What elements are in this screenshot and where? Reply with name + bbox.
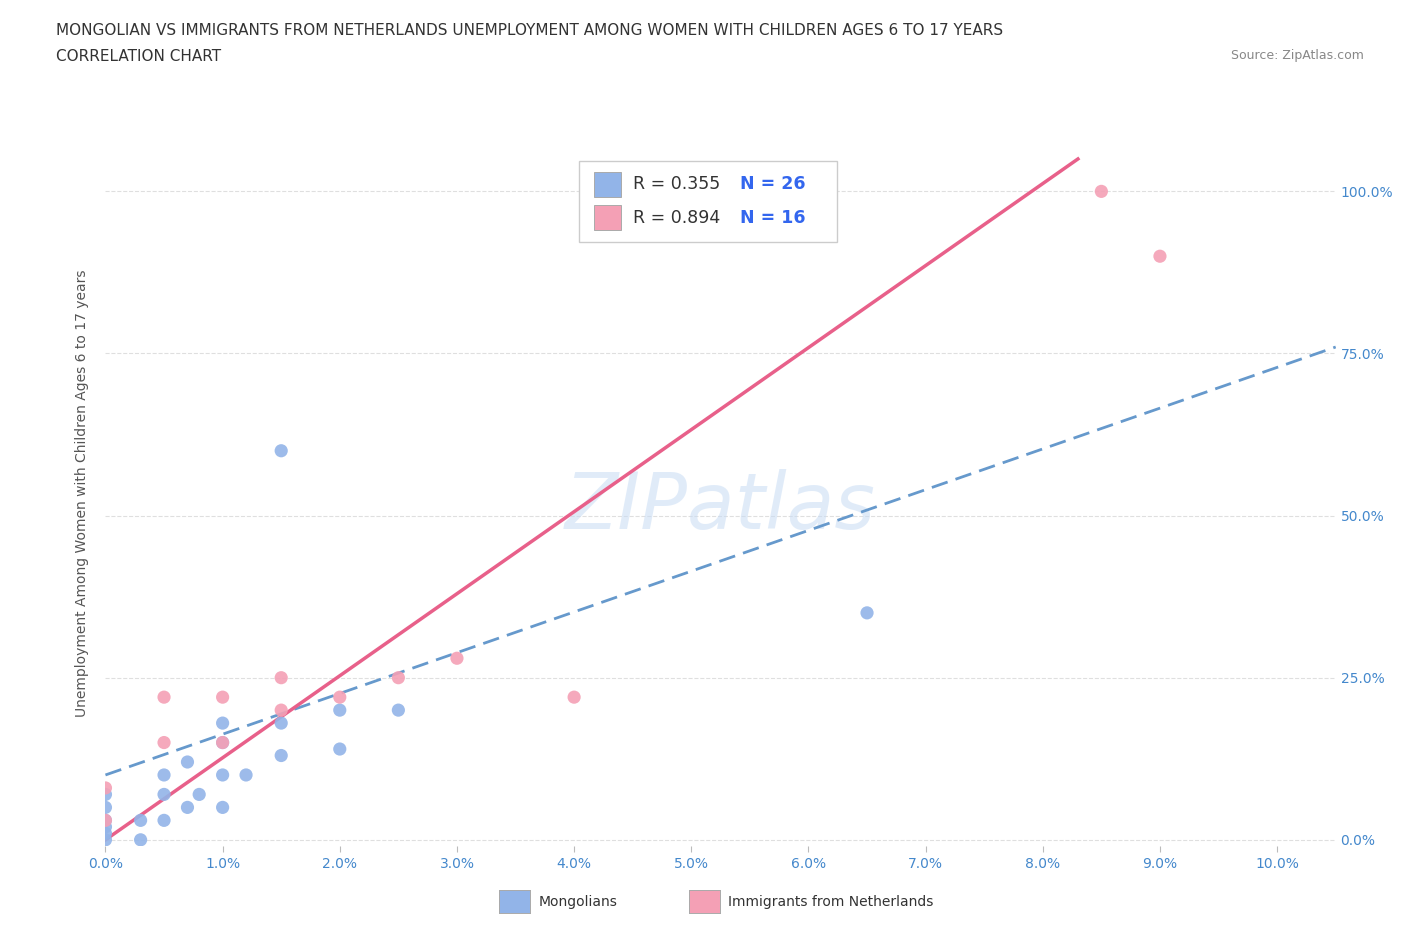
Point: [188, 787, 211, 802]
Point: [329, 741, 352, 756]
Point: [270, 671, 292, 685]
Text: MONGOLIAN VS IMMIGRANTS FROM NETHERLANDS UNEMPLOYMENT AMONG WOMEN WITH CHILDREN : MONGOLIAN VS IMMIGRANTS FROM NETHERLANDS…: [56, 23, 1004, 38]
Point: [94, 787, 117, 802]
Text: Immigrants from Netherlands: Immigrants from Netherlands: [728, 895, 934, 909]
Point: [153, 735, 176, 750]
Text: R = 0.894: R = 0.894: [633, 208, 720, 227]
Text: Source: ZipAtlas.com: Source: ZipAtlas.com: [1230, 49, 1364, 62]
Point: [94, 800, 117, 815]
Point: [1149, 249, 1171, 264]
Bar: [593, 205, 621, 231]
FancyBboxPatch shape: [579, 161, 838, 242]
Text: N = 26: N = 26: [741, 175, 806, 193]
Bar: [593, 171, 621, 197]
Point: [153, 787, 176, 802]
Point: [153, 690, 176, 705]
Point: [94, 819, 117, 834]
Point: [211, 690, 233, 705]
Y-axis label: Unemployment Among Women with Children Ages 6 to 17 years: Unemployment Among Women with Children A…: [76, 269, 90, 717]
Point: [211, 767, 233, 782]
Point: [270, 748, 292, 763]
Point: [856, 605, 879, 620]
Point: [387, 671, 409, 685]
Text: CORRELATION CHART: CORRELATION CHART: [56, 49, 221, 64]
Point: [129, 832, 152, 847]
Point: [562, 690, 585, 705]
Point: [211, 735, 233, 750]
Point: [211, 716, 233, 731]
Point: [387, 703, 409, 718]
Point: [176, 800, 198, 815]
Point: [94, 780, 117, 795]
Point: [94, 832, 117, 847]
Text: Mongolians: Mongolians: [538, 895, 617, 909]
Point: [129, 813, 152, 828]
Point: [270, 703, 292, 718]
Point: [211, 800, 233, 815]
Point: [153, 767, 176, 782]
Text: ZIPatlas: ZIPatlas: [565, 469, 876, 545]
Point: [176, 754, 198, 769]
Text: N = 16: N = 16: [741, 208, 806, 227]
Point: [94, 813, 117, 828]
Point: [94, 826, 117, 841]
Point: [1090, 184, 1112, 199]
Point: [235, 767, 257, 782]
Point: [270, 444, 292, 458]
Point: [329, 703, 352, 718]
Text: R = 0.355: R = 0.355: [633, 175, 720, 193]
Point: [94, 813, 117, 828]
Point: [446, 651, 468, 666]
Point: [153, 813, 176, 828]
Point: [329, 690, 352, 705]
Point: [211, 735, 233, 750]
Point: [270, 716, 292, 731]
